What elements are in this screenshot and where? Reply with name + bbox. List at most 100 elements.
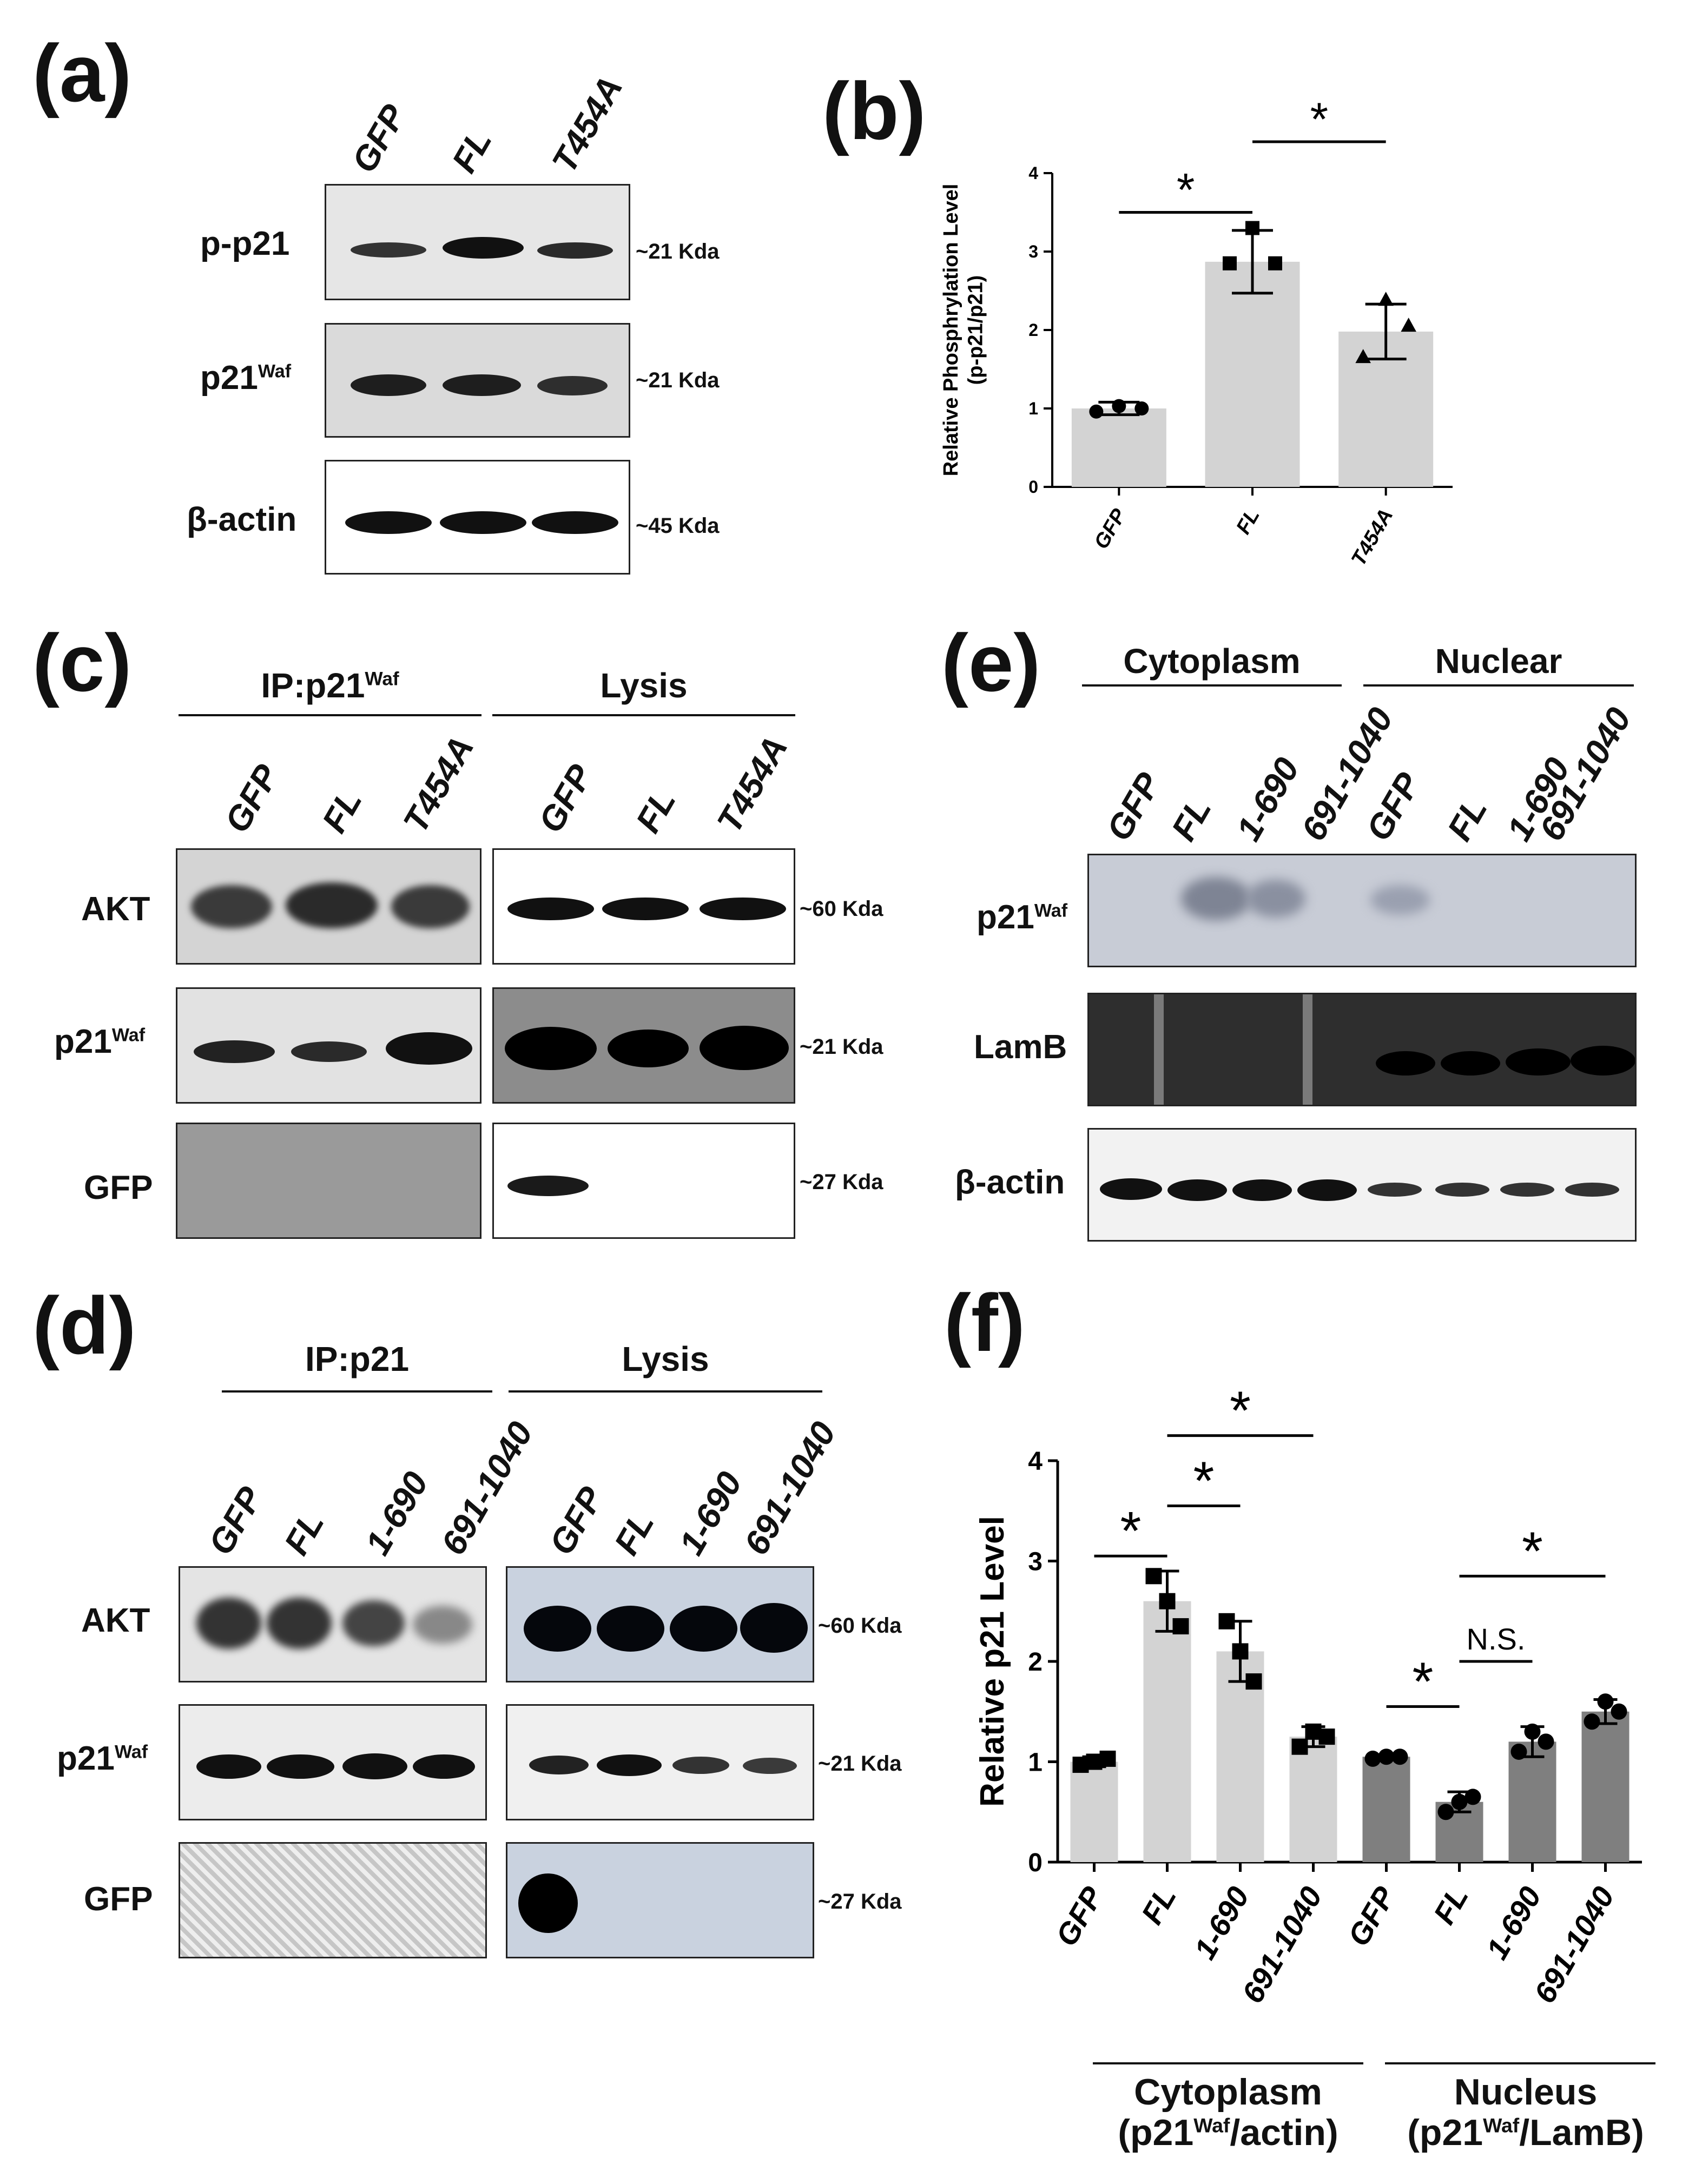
significance-label: N.S. [1467, 1622, 1526, 1656]
row-label: p21Waf [977, 899, 1068, 936]
size-marker: ~21 Kda [636, 368, 720, 392]
row-label: GFP [84, 1881, 153, 1918]
lane-label: FL [606, 1505, 662, 1561]
y-axis-title: Relative Phosphrylation Level [940, 184, 962, 477]
bar [1205, 261, 1300, 487]
blot-image [176, 848, 481, 965]
group-header: Nuclear [1435, 642, 1562, 681]
lane-label: GFP [1358, 766, 1428, 847]
group-header: IP:p21Waf [261, 666, 399, 705]
group-line [179, 714, 481, 716]
x-tick-label: GFP [1090, 505, 1131, 553]
data-point [1401, 318, 1416, 332]
y-tick-label: 1 [1028, 1748, 1043, 1777]
y-tick-label: 0 [1028, 1849, 1043, 1877]
x-tick-label: 1-690 [1480, 1881, 1548, 1965]
size-marker: ~27 Kda [800, 1170, 883, 1194]
row-label: p21Waf [200, 359, 292, 397]
lane-label: 1-690 [671, 1465, 750, 1561]
bar [1070, 1761, 1118, 1862]
bar [1289, 1737, 1337, 1862]
data-point [1584, 1713, 1600, 1730]
group-line [1385, 2062, 1655, 2064]
lane-label: FL [1164, 791, 1219, 847]
blot-image [179, 1842, 487, 1958]
x-tick-label: T454A [1347, 505, 1397, 570]
data-point [1232, 1643, 1249, 1660]
blot-image [179, 1566, 487, 1682]
blot-image [506, 1704, 814, 1820]
size-marker: ~60 Kda [800, 897, 883, 921]
lane-label: GFP [1099, 766, 1169, 847]
group-header: Lysis [622, 1340, 709, 1378]
blot-image [506, 1842, 814, 1958]
lane-label: GFP [344, 98, 414, 179]
x-tick-label: GFP [1341, 1881, 1402, 1952]
y-axis-title: Relative p21 Level [974, 1516, 1011, 1807]
blot-image [492, 848, 795, 965]
data-point [1223, 256, 1237, 270]
data-point [1089, 404, 1104, 419]
significance-label: * [1230, 1381, 1251, 1441]
data-point [1112, 399, 1126, 413]
panel-b-label: (b) [822, 65, 926, 156]
panel-d-label: (d) [32, 1280, 136, 1371]
group-header: Lysis [600, 666, 688, 705]
group-line [492, 714, 795, 716]
group-line [1082, 684, 1342, 687]
y-axis-title: (p-p21/p21) [965, 275, 987, 385]
panel-c-label: (c) [32, 617, 132, 708]
y-tick-label: 1 [1028, 399, 1038, 418]
blot-image [176, 987, 481, 1104]
data-point [1355, 349, 1371, 364]
row-label: AKT [81, 890, 150, 928]
group-label-nucleus: Nucleus (p21Waf/LamB) [1407, 2071, 1644, 2153]
lane-label: 691-1040 [736, 1415, 843, 1561]
blot-image [492, 1123, 795, 1239]
data-point [1268, 256, 1282, 270]
data-point [1378, 1748, 1395, 1765]
blot-image [176, 1123, 481, 1239]
group-line [1363, 684, 1634, 687]
lane-label: FL [314, 783, 370, 839]
blot-image [325, 460, 630, 575]
bar [1071, 408, 1166, 487]
significance-label: * [1120, 1501, 1142, 1561]
size-marker: ~60 Kda [818, 1614, 902, 1638]
data-point [1218, 1613, 1235, 1629]
data-point [1464, 1789, 1481, 1805]
significance-label: * [1310, 94, 1328, 146]
data-point [1159, 1593, 1176, 1609]
blot-image [325, 184, 630, 300]
blot-image [325, 323, 630, 438]
y-tick-label: 4 [1028, 1447, 1043, 1476]
y-tick-label: 3 [1028, 242, 1038, 261]
x-tick-label: 1-690 [1188, 1881, 1256, 1965]
lane-label: GFP [201, 1480, 271, 1561]
size-marker: ~45 Kda [636, 514, 720, 538]
data-point [1538, 1733, 1554, 1750]
group-header: IP:p21 [305, 1340, 410, 1378]
bar [1581, 1711, 1630, 1862]
x-tick-label: FL [1232, 505, 1264, 538]
data-point [1378, 292, 1394, 306]
group-line [509, 1390, 822, 1393]
bar [1143, 1601, 1191, 1862]
significance-label: * [1193, 1450, 1215, 1511]
y-tick-label: 2 [1028, 1648, 1043, 1677]
data-point [1172, 1618, 1189, 1635]
group-label-cytoplasm: Cytoplasm (p21Waf/actin) [1118, 2071, 1338, 2153]
data-point [1318, 1728, 1335, 1745]
group-line [222, 1390, 492, 1393]
row-label: β-actin [187, 501, 297, 538]
data-point [1245, 1673, 1262, 1690]
data-point [1291, 1738, 1308, 1755]
blot-image [1087, 854, 1637, 967]
y-tick-label: 2 [1028, 320, 1038, 340]
significance-label: * [1177, 164, 1195, 216]
data-point [1524, 1723, 1541, 1740]
data-point [1364, 1750, 1381, 1767]
panel-e-label: (e) [941, 617, 1041, 708]
data-point [1611, 1703, 1627, 1720]
